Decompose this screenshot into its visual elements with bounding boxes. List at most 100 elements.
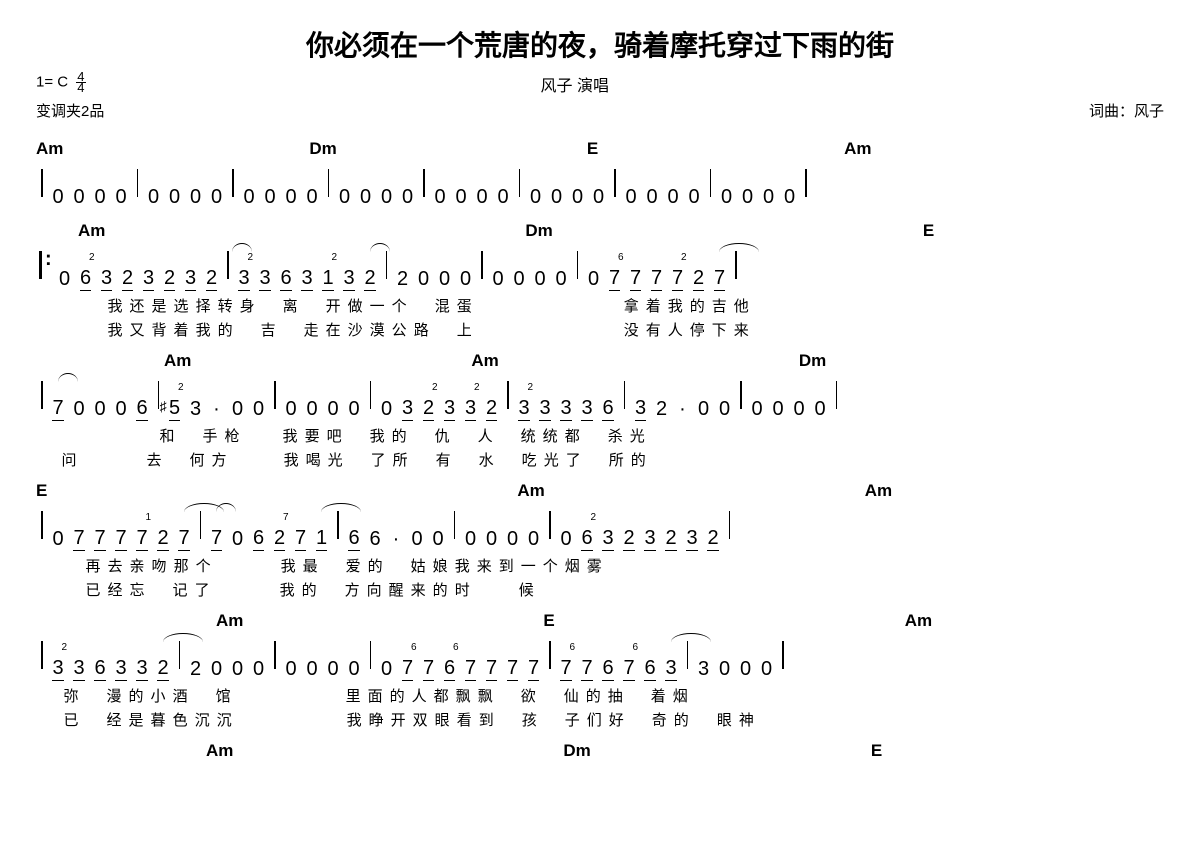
note: 0 [624, 185, 638, 209]
note: 0 [533, 267, 547, 291]
note: 0 [554, 267, 568, 291]
note: 3 [300, 266, 314, 291]
note: 66 [443, 656, 457, 681]
note: · [676, 397, 690, 421]
note: 0 [284, 185, 298, 209]
key-time: 1= C 4 4 [36, 72, 86, 93]
note: 6 [368, 527, 382, 551]
note: 0 [401, 185, 415, 209]
note: 32 [51, 656, 65, 681]
notation-line: 07777127706277166·000000062323232 [36, 505, 1164, 551]
system: AmEAm32363322000000007676677777676766330… [36, 611, 1164, 729]
barline [519, 169, 521, 197]
note: 2 [156, 656, 170, 681]
note: 0 [496, 185, 510, 209]
note: 0 [792, 397, 806, 421]
note: 1 [315, 526, 329, 551]
system: EAmAm07777127706277166·000000062323232再去… [36, 481, 1164, 599]
chord-label: Dm [563, 741, 590, 763]
note: 0 [760, 657, 774, 681]
bar: 7062771 [206, 505, 332, 551]
barline [274, 641, 276, 669]
chord-label: Am [905, 611, 932, 633]
note: 62 [580, 526, 594, 551]
bar: 3236332 [48, 635, 174, 681]
note: 2 [706, 526, 720, 551]
barline [687, 641, 689, 669]
chord-label: E [587, 139, 598, 161]
bar: 0000 [747, 375, 831, 421]
note: 0 [718, 657, 732, 681]
note: 0 [571, 185, 585, 209]
capo: 变调夹2品 [36, 100, 104, 121]
note: 76 [608, 266, 622, 291]
note: 0 [326, 397, 340, 421]
note: 2 [363, 266, 377, 291]
bar: 0000 [525, 163, 609, 209]
note: 7 [114, 526, 128, 551]
chord-label: Am [844, 139, 871, 161]
note: 0 [252, 657, 266, 681]
composer: 词曲：风子 [1089, 100, 1164, 121]
note: 3 [135, 656, 149, 681]
note: 0 [284, 657, 298, 681]
bar: 0000 [143, 163, 227, 209]
note: 2 [163, 266, 177, 291]
note: 0 [380, 657, 394, 681]
note: 2 [692, 266, 706, 291]
barline [41, 169, 43, 197]
barline [232, 169, 234, 197]
barline [710, 169, 712, 197]
note: 3 [697, 657, 711, 681]
barline [577, 251, 579, 279]
note: 6 [93, 656, 107, 681]
bar: 07777127 [48, 505, 195, 551]
note: 3 [643, 526, 657, 551]
barline [782, 641, 784, 669]
note: 7 [210, 526, 224, 551]
note: 3 [72, 656, 86, 681]
note: 3 [664, 656, 678, 681]
barline [454, 511, 456, 539]
note: 0 [666, 185, 680, 209]
note: 3 [685, 526, 699, 551]
note: 6 [252, 526, 266, 551]
note: 76 [559, 656, 573, 681]
barline [328, 169, 330, 197]
notation-line: 7000652♯3·0000000322332232333632·000000 [36, 375, 1164, 421]
note: 22 [422, 396, 436, 421]
barline [41, 511, 43, 539]
chord-label: Am [206, 741, 233, 763]
note: 32 [517, 396, 531, 421]
note: 0 [431, 527, 445, 551]
lyric-line: 和手枪 [36, 425, 243, 445]
lyric-line: 再去亲吻那个我最 爱的姑娘 [36, 555, 451, 575]
chord-label: Dm [799, 351, 826, 373]
note: 0 [114, 185, 128, 209]
barline [624, 381, 626, 409]
note: 0 [168, 185, 182, 209]
note: 52♯ [168, 396, 182, 421]
note: 27 [273, 526, 287, 551]
note: 0 [433, 185, 447, 209]
note: 0 [771, 397, 785, 421]
bar: 0767667777 [376, 635, 544, 681]
note: 0 [263, 185, 277, 209]
system: AmDmE [36, 741, 1164, 763]
barline [41, 381, 43, 409]
note: 0 [550, 185, 564, 209]
note: 3 [114, 656, 128, 681]
lyric-line: 已 经是暮色沉沉 [36, 709, 235, 729]
chord-label: Am [164, 351, 191, 373]
bar: 76767663 [556, 635, 682, 681]
note: 3 [443, 396, 457, 421]
note: 0 [305, 397, 319, 421]
chord-label: Am [78, 221, 105, 243]
barline [740, 381, 742, 409]
note: 0 [697, 397, 711, 421]
note: 0 [750, 397, 764, 421]
note: 7 [294, 526, 308, 551]
note: 7 [713, 266, 727, 291]
note: 7 [464, 656, 478, 681]
note: 0 [475, 185, 489, 209]
